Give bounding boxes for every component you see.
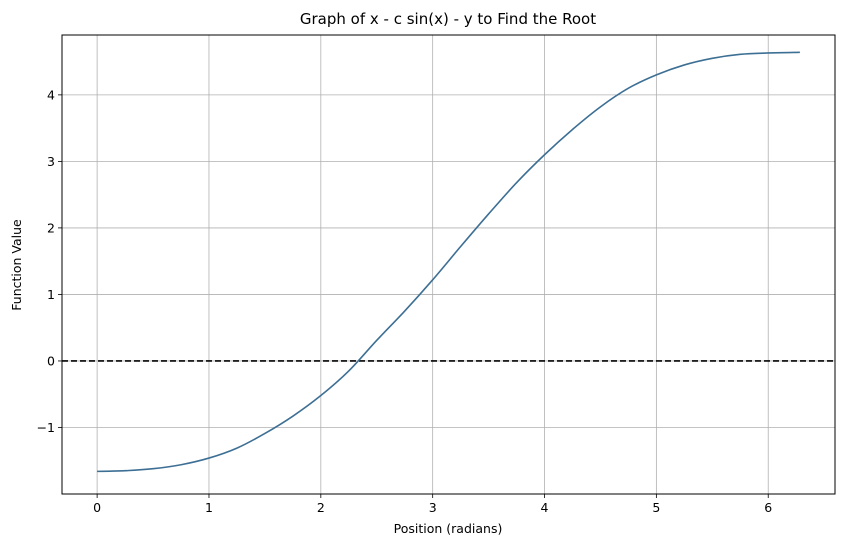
plot-frame bbox=[61, 34, 836, 495]
y-tick-label: 3 bbox=[47, 154, 55, 169]
chart-title: Graph of x - c sin(x) - y to Find the Ro… bbox=[300, 10, 596, 28]
x-tick-label: 3 bbox=[429, 500, 437, 515]
function-curve-line bbox=[97, 51, 800, 473]
x-tick-label: 0 bbox=[93, 500, 101, 515]
x-tick-label: 6 bbox=[764, 500, 772, 515]
y-tick-label: 2 bbox=[47, 220, 55, 235]
y-axis-title: Function Value bbox=[9, 219, 24, 311]
series-group bbox=[97, 51, 800, 473]
y-tick-label: 0 bbox=[47, 353, 55, 368]
x-tick-label: 5 bbox=[652, 500, 660, 515]
y-tick-label: −1 bbox=[37, 420, 55, 435]
x-axis-title: Position (radians) bbox=[394, 521, 503, 536]
grid bbox=[62, 35, 835, 494]
x-tick-label: 4 bbox=[541, 500, 549, 515]
x-tick-label: 1 bbox=[205, 500, 213, 515]
y-tick-label: 1 bbox=[47, 287, 55, 302]
x-tick-label: 2 bbox=[317, 500, 325, 515]
x-axis: 0 1 2 3 4 5 6 bbox=[93, 494, 772, 515]
y-tick-label: 4 bbox=[47, 87, 55, 102]
y-axis: −1 0 1 2 3 4 bbox=[37, 87, 62, 435]
